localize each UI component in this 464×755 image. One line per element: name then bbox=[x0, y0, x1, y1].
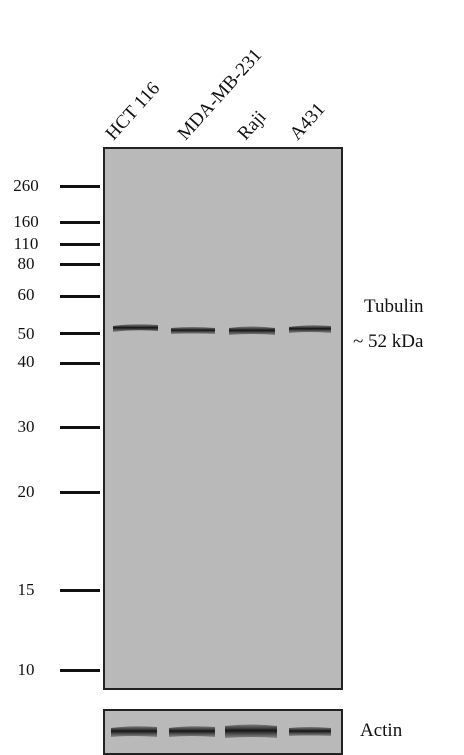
marker-label-50: 50 bbox=[17, 324, 35, 343]
tubulin-band-mda-mb-231 bbox=[171, 327, 215, 334]
marker-tick-60 bbox=[60, 295, 100, 298]
marker-tick-30 bbox=[60, 426, 100, 429]
marker-tick-160 bbox=[60, 221, 100, 224]
marker-label-40: 40 bbox=[17, 352, 35, 371]
marker-label-15: 15 bbox=[17, 580, 35, 599]
main-blot-panel bbox=[103, 147, 343, 690]
lane-label-raji: Raji bbox=[233, 106, 271, 145]
loading-control-label: Actin bbox=[360, 720, 403, 741]
actin-band-raji bbox=[225, 724, 277, 738]
tubulin-band-hct116 bbox=[113, 324, 158, 332]
marker-tick-15 bbox=[60, 589, 100, 592]
band-name-label: Tubulin bbox=[364, 296, 424, 317]
marker-label-80: 80 bbox=[17, 254, 35, 273]
marker-label-10: 10 bbox=[17, 660, 35, 679]
marker-tick-20 bbox=[60, 491, 100, 494]
actin-band-mda-mb-231 bbox=[169, 726, 215, 737]
actin-blot-panel bbox=[103, 709, 343, 755]
marker-tick-50 bbox=[60, 332, 100, 335]
marker-tick-80 bbox=[60, 263, 100, 266]
marker-tick-40 bbox=[60, 362, 100, 365]
band-size-label: ~ 52 kDa bbox=[353, 331, 424, 352]
tubulin-band-a431 bbox=[289, 325, 331, 333]
actin-band-hct116 bbox=[111, 726, 157, 737]
lane-label-hct116: HCT 116 bbox=[101, 78, 165, 145]
marker-label-110: 110 bbox=[13, 234, 39, 253]
lane-label-a431: A431 bbox=[285, 98, 330, 145]
marker-label-260: 260 bbox=[13, 176, 39, 195]
blot-membrane bbox=[103, 147, 343, 690]
tubulin-band-raji bbox=[229, 326, 275, 335]
marker-label-30: 30 bbox=[17, 417, 35, 436]
marker-tick-260 bbox=[60, 185, 100, 188]
marker-label-60: 60 bbox=[17, 285, 35, 304]
marker-label-160: 160 bbox=[13, 212, 39, 231]
actin-band-a431 bbox=[289, 727, 331, 736]
marker-tick-110 bbox=[60, 243, 100, 246]
marker-label-20: 20 bbox=[17, 482, 35, 501]
marker-tick-10 bbox=[60, 669, 100, 672]
